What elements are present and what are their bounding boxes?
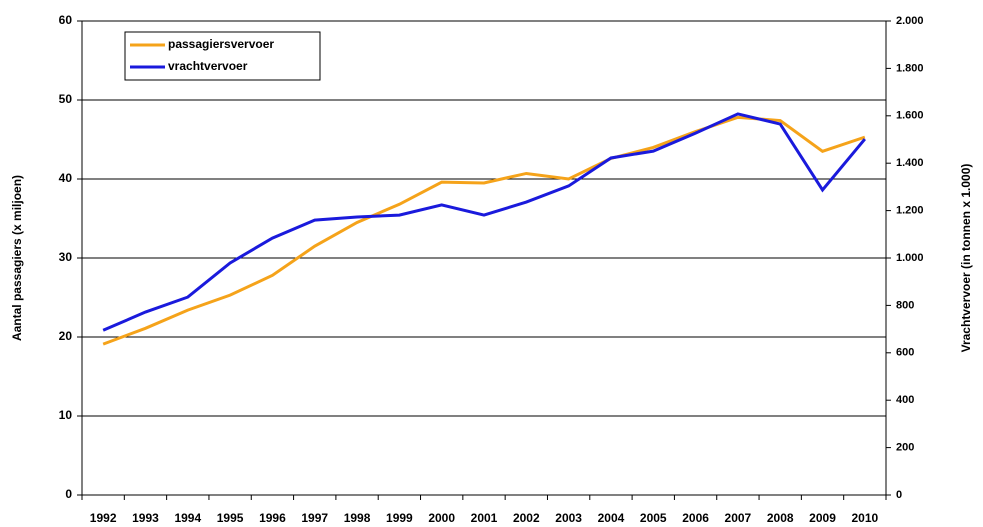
y2-tick-label: 1.800 xyxy=(896,62,924,74)
x-tick-label: 1995 xyxy=(217,511,244,525)
y2-tick-label: 2.000 xyxy=(896,15,924,27)
line-series xyxy=(102,115,866,346)
x-tick-label: 2010 xyxy=(851,511,878,525)
y2-tick-label: 200 xyxy=(896,442,914,454)
y2-axis-label: Vrachtvervoer (in tonnen x 1.000) xyxy=(959,164,973,353)
x-tick-label: 2005 xyxy=(640,511,667,525)
y-axis-label: Aantal passagiers (x miljoen) xyxy=(10,175,24,341)
legend-box xyxy=(124,31,321,81)
legend-label: vrachtvervoer xyxy=(168,59,248,73)
x-tick-label: 2001 xyxy=(471,511,498,525)
y2-tick-label: 1.200 xyxy=(896,205,924,217)
y2-tick-label: 1.400 xyxy=(896,157,924,169)
x-tick-label: 1996 xyxy=(259,511,286,525)
x-tick-label: 1994 xyxy=(174,511,201,525)
legend-label: passagiersvervoer xyxy=(168,37,274,51)
y-tick-label: 60 xyxy=(59,13,73,27)
y-tick-label: 40 xyxy=(59,171,73,185)
y2-tick-label: 800 xyxy=(896,299,914,311)
y-tick-label: 10 xyxy=(59,408,73,422)
x-tick-label: 2003 xyxy=(555,511,582,525)
line-series xyxy=(102,112,866,332)
x-tick-label: 2009 xyxy=(809,511,836,525)
x-tick-label: 2000 xyxy=(428,511,455,525)
y2-tick-label: 0 xyxy=(896,489,902,501)
x-tick-label: 1993 xyxy=(132,511,159,525)
x-tick-label: 1997 xyxy=(301,511,328,525)
y2-tick-label: 600 xyxy=(896,347,914,359)
y2-tick-label: 400 xyxy=(896,394,914,406)
x-tick-label: 2004 xyxy=(598,511,625,525)
x-tick-label: 2007 xyxy=(725,511,752,525)
y-tick-label: 30 xyxy=(59,250,73,264)
y-tick-label: 20 xyxy=(59,329,73,343)
x-tick-label: 2008 xyxy=(767,511,794,525)
x-tick-label: 1999 xyxy=(386,511,413,525)
y-tick-label: 50 xyxy=(59,92,73,106)
y-tick-label: 0 xyxy=(65,487,72,501)
x-tick-label: 2006 xyxy=(682,511,709,525)
x-tick-label: 1998 xyxy=(344,511,371,525)
y2-tick-label: 1.000 xyxy=(896,252,924,264)
x-tick-label: 2002 xyxy=(513,511,540,525)
y2-tick-label: 1.600 xyxy=(896,110,924,122)
x-tick-label: 1992 xyxy=(90,511,117,525)
